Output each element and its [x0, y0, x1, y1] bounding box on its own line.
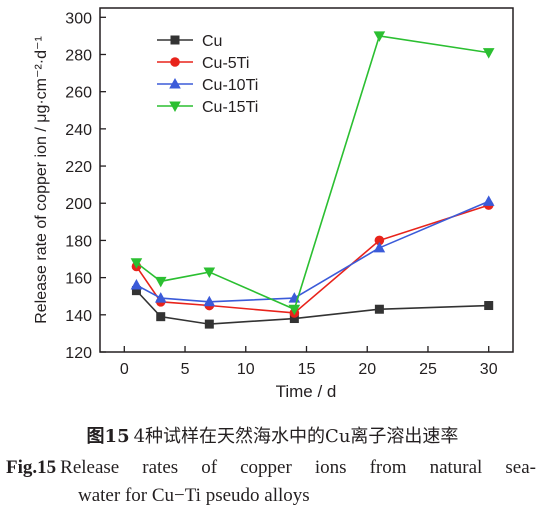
- x-tick-label: 15: [298, 361, 316, 378]
- y-tick-label: 140: [65, 308, 92, 325]
- y-tick-label: 120: [65, 345, 92, 362]
- y-tick-label: 220: [65, 159, 92, 176]
- data-series: [130, 31, 495, 329]
- x-axis-label: Time / d: [276, 382, 337, 401]
- caption-figure-number-cn: 图15: [86, 426, 130, 447]
- x-tick-label: 30: [480, 361, 498, 378]
- series-line-cu-10ti: [136, 200, 490, 303]
- data-point-cu-10ti: [373, 241, 386, 253]
- legend-label-cu-10ti: Cu-10Ti: [202, 77, 258, 94]
- y-tick-label: 260: [65, 85, 92, 102]
- data-point-cu-5ti: [374, 235, 385, 246]
- legend-label-cu: Cu: [202, 33, 222, 50]
- series-line-cu-15ti: [135, 34, 489, 311]
- x-tick-label: 5: [181, 361, 190, 378]
- y-tick-label: 180: [65, 233, 92, 250]
- caption-text-en-1: Release rates of copper ions from natura…: [60, 457, 536, 478]
- data-point-cu-10ti: [130, 279, 143, 290]
- series-cu-10ti: [130, 195, 495, 307]
- legend: Cu Cu-5Ti Cu-10Ti Cu-15Ti: [157, 33, 258, 116]
- data-point-cu-15ti: [482, 48, 495, 59]
- legend-marker-cu: [170, 35, 180, 45]
- series-line-cu-5ti: [135, 204, 489, 314]
- data-point-cu-10ti: [482, 195, 495, 206]
- release-rate-chart: 120 140 160 180 200 220 240 260 280 300 0 5 10 15 20 2…: [33, 7, 514, 401]
- caption-text-cn: 4种试样在天然海水中的Cu离子溶出速率: [133, 426, 459, 447]
- legend-marker-cu-10ti: [169, 78, 181, 89]
- y-tick-label: 300: [65, 10, 92, 27]
- data-point-cu: [374, 304, 384, 314]
- legend-item-cu: Cu: [157, 33, 222, 50]
- data-point-cu: [204, 319, 214, 329]
- x-axis-ticks: 0 5 10 15 20 25 30: [120, 346, 498, 378]
- y-tick-label: 240: [65, 122, 92, 139]
- x-tick-label: 20: [358, 361, 376, 378]
- series-cu: [131, 286, 494, 329]
- data-point-cu-15ti: [203, 267, 216, 279]
- legend-item-cu-15ti: Cu-15Ti: [157, 99, 258, 116]
- data-point-cu-15ti: [288, 304, 301, 316]
- data-point-cu-15ti: [130, 258, 143, 269]
- x-tick-label: 25: [419, 361, 437, 378]
- y-tick-label: 280: [65, 47, 92, 64]
- x-tick-label: 0: [120, 361, 129, 378]
- series-line-cu: [135, 290, 489, 325]
- legend-item-cu-10ti: Cu-10Ti: [157, 77, 258, 94]
- y-tick-label: 200: [65, 196, 92, 213]
- legend-item-cu-5ti: Cu-5Ti: [157, 55, 249, 72]
- caption-text-en-2: water for Cu−Ti pseudo alloys: [78, 485, 310, 506]
- y-axis-label: Release rate of copper ion / μg·cm⁻²·d⁻¹: [33, 36, 50, 324]
- legend-marker-cu-5ti: [170, 57, 180, 67]
- data-point-cu: [156, 312, 166, 322]
- data-point-cu: [131, 286, 141, 296]
- legend-label-cu-5ti: Cu-5Ti: [202, 55, 249, 72]
- series-cu-15ti: [130, 31, 495, 316]
- data-point-cu-15ti: [373, 31, 386, 42]
- figure-caption-chinese: 图15 4种试样在天然海水中的Cu离子溶出速率: [0, 422, 545, 448]
- legend-label-cu-15ti: Cu-15Ti: [202, 99, 258, 116]
- data-point-cu-10ti: [203, 295, 216, 307]
- data-point-cu: [289, 314, 299, 324]
- data-point-cu-15ti: [154, 276, 167, 288]
- legend-marker-cu-15ti: [169, 101, 181, 112]
- caption-figure-number-en: Fig.15: [6, 457, 57, 478]
- caption-line-1: Fig.15 Release rates of copper ions from …: [6, 454, 536, 482]
- x-tick-label: 10: [237, 361, 255, 378]
- data-point-cu: [484, 301, 494, 311]
- y-tick-label: 160: [65, 271, 92, 288]
- y-axis-ticks: 120 140 160 180 200 220 240 260 280 300: [65, 10, 106, 362]
- data-point-cu-10ti: [154, 292, 167, 303]
